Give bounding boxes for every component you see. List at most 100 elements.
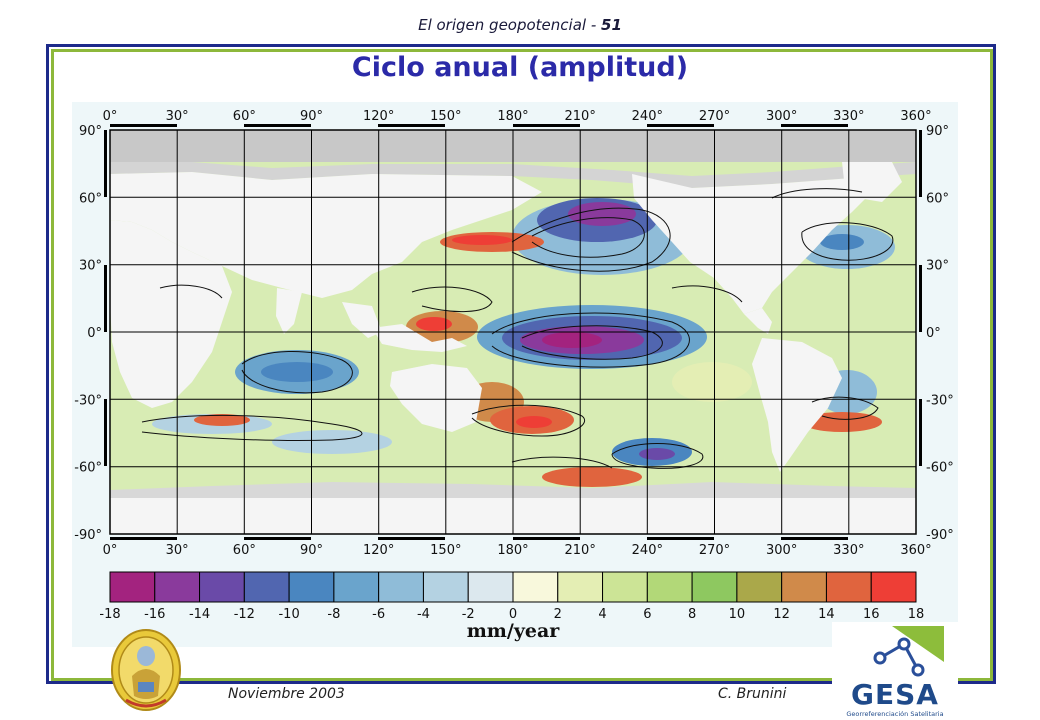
gesa-logo-mark	[873, 626, 944, 677]
lon-label-bottom: 300°	[766, 543, 797, 558]
graticule	[110, 130, 916, 534]
colorbar-tick-label: -10	[278, 607, 299, 622]
lat-label-left: -60°	[74, 461, 102, 476]
map-border	[109, 129, 917, 535]
lat-label-right: -90°	[926, 528, 954, 543]
slide-frame-inner	[51, 49, 993, 681]
colorbar-swatch	[870, 571, 917, 603]
lon-label-top: 30°	[166, 109, 189, 124]
lon-label-top: 270°	[699, 109, 730, 124]
header-title-text: El origen geopotencial -	[418, 16, 602, 34]
colorbar-tick-label: -18	[99, 607, 120, 622]
header-title: El origen geopotencial - 51	[0, 16, 1040, 34]
colorbar-swatch	[378, 571, 424, 603]
lat-label-left: 0°	[87, 326, 102, 341]
gesa-logo-name: GESA	[851, 678, 939, 711]
colorbar-labels: -18 -16 -14 -12 -10 -8 -6 -4 -2 0 2 4 6 8 10 12 14 16 18	[99, 607, 924, 622]
colorbar-swatch	[557, 571, 604, 603]
lon-label-bottom: 360°	[900, 543, 931, 558]
colorbar-swatch	[781, 571, 827, 603]
lon-label-bottom: 0°	[103, 543, 118, 558]
lon-label-bottom: 210°	[565, 543, 596, 558]
lon-label-top: 240°	[632, 109, 663, 124]
lon-label-top: 300°	[766, 109, 797, 124]
footer-author: C. Brunini	[718, 686, 787, 702]
slide-title: Ciclo anual (amplitud)	[351, 52, 689, 83]
lon-label-bottom: 60°	[233, 543, 256, 558]
colorbar-tick-label: -2	[462, 607, 475, 622]
lon-label-top: 330°	[833, 109, 864, 124]
frame-ticks	[104, 124, 922, 540]
lon-labels: 0° 0° 30° 30° 60° 60° 90° 90° 120° 120° 150° 150° 18…	[103, 109, 932, 558]
lon-label-bottom: 90°	[300, 543, 323, 558]
colorbar-tick-label: -16	[144, 607, 165, 622]
colorbar-tick-label: 12	[773, 607, 790, 622]
lat-label-left: 30°	[79, 259, 102, 274]
colorbar-tick-label: -8	[327, 607, 340, 622]
colorbar-swatch	[422, 571, 469, 603]
colorbar-tick-label: 2	[554, 607, 562, 622]
colorbar-tick-label: 16	[863, 607, 880, 622]
colorbar	[109, 571, 917, 603]
colorbar-tick-label: 14	[818, 607, 835, 622]
lat-label-right: 90°	[926, 124, 949, 139]
amplitude-map: 0°0°30°30°60°60°90°90°120°120°150°150°18…	[74, 109, 953, 642]
colorbar-swatch	[333, 571, 380, 603]
lon-label-bottom: 180°	[497, 543, 528, 558]
colorbar-swatch	[154, 571, 201, 603]
university-seal-logo	[111, 629, 181, 711]
lat-label-right: -30°	[926, 393, 954, 408]
colorbar-swatch	[512, 571, 559, 603]
slide-frame-outer	[46, 44, 996, 684]
colorbar-swatch	[646, 571, 693, 603]
lon-label-bottom: 30°	[166, 543, 189, 558]
colorbar-tick-label: 6	[643, 607, 651, 622]
lon-label-bottom: 120°	[363, 543, 394, 558]
footer-date: Noviembre 2003	[228, 686, 345, 702]
lon-label-top: 150°	[430, 109, 461, 124]
lat-label-left: -90°	[74, 528, 102, 543]
colorbar-unit-label: mm/year	[467, 620, 561, 642]
lon-label-top: 60°	[233, 109, 256, 124]
colorbar-swatch	[736, 571, 783, 603]
colorbar-tick-label: 0	[509, 607, 517, 622]
colorbar-tick-label: 10	[729, 607, 746, 622]
colorbar-swatch	[109, 571, 156, 603]
colorbar-swatch	[243, 571, 290, 603]
lat-labels: 90° 90° 60° 60° 30° 30° 0° 0° -30° -30° -60° -60° -9…	[74, 124, 953, 543]
colorbar-tick-label: 8	[688, 607, 696, 622]
lat-label-right: 60°	[926, 191, 949, 206]
lat-label-left: -30°	[74, 393, 102, 408]
lon-label-bottom: 330°	[833, 543, 864, 558]
colorbar-tick-label: 18	[908, 607, 925, 622]
lat-label-right: -60°	[926, 461, 954, 476]
lat-label-left: 60°	[79, 191, 102, 206]
contour-lines	[141, 188, 894, 469]
lon-label-bottom: 240°	[632, 543, 663, 558]
lon-label-bottom: 150°	[430, 543, 461, 558]
gesa-logo-subtitle: Georreferenciación Satelitaria	[846, 710, 944, 718]
lon-label-top: 360°	[900, 109, 931, 124]
colorbar-tick-label: -6	[372, 607, 385, 622]
colorbar-swatch	[199, 571, 245, 603]
colorbar-tick-label: -4	[417, 607, 430, 622]
colorbar-swatch	[691, 571, 738, 603]
lon-label-top: 120°	[363, 109, 394, 124]
colorbar-swatch	[467, 571, 514, 603]
colorbar-tick-label: -12	[234, 607, 255, 622]
lat-label-right: 0°	[926, 326, 941, 341]
lon-label-bottom: 270°	[699, 543, 730, 558]
colorbar-swatch	[288, 571, 335, 603]
lon-label-top: 210°	[565, 109, 596, 124]
lon-label-top: 0°	[103, 109, 118, 124]
lat-label-left: 90°	[79, 124, 102, 139]
lon-label-top: 180°	[497, 109, 528, 124]
colorbar-tick-label: -14	[189, 607, 210, 622]
gesa-logo: GESA Georreferenciación Satelitaria	[832, 622, 958, 720]
lat-label-right: 30°	[926, 259, 949, 274]
colorbar-swatch	[825, 571, 872, 603]
colorbar-tick-label: 4	[598, 607, 606, 622]
lon-label-top: 90°	[300, 109, 323, 124]
page-number: 51	[601, 16, 622, 34]
colorbar-swatch	[602, 571, 648, 603]
